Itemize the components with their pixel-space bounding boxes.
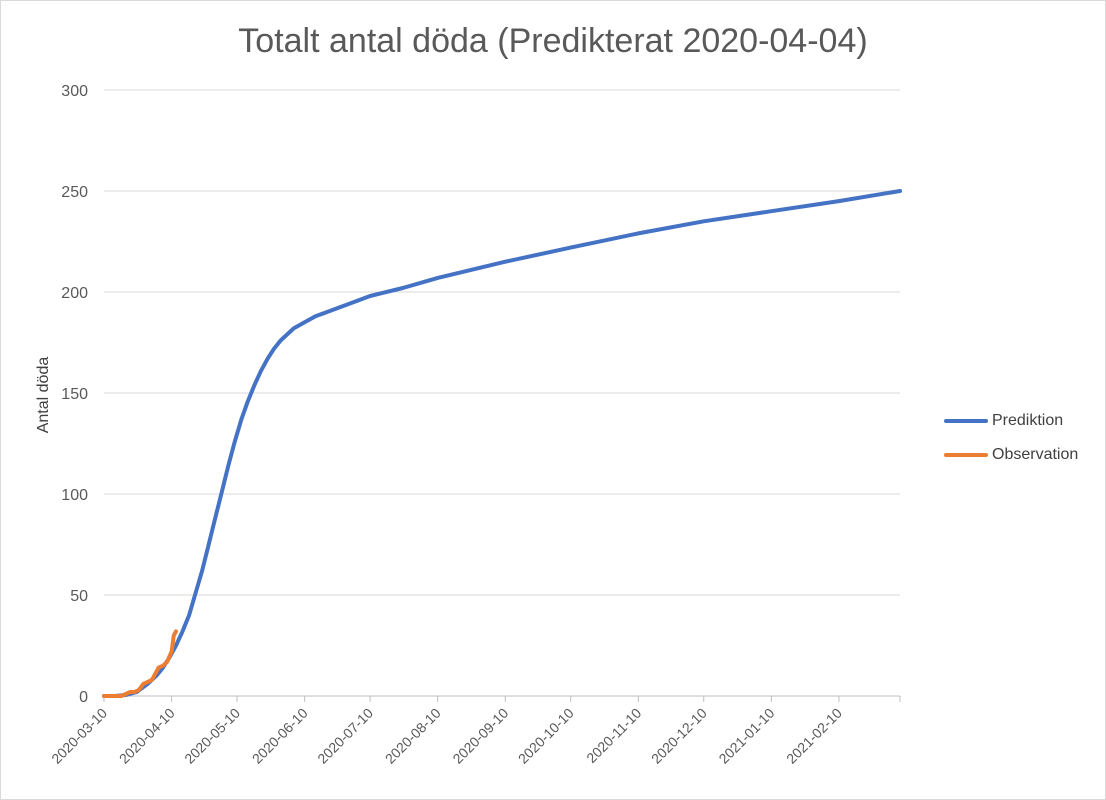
x-tick-label-8: 2020-11-10 — [583, 705, 644, 766]
x-tick-label-10: 2021-01-10 — [715, 705, 777, 767]
x-tick-label-4: 2020-07-10 — [314, 705, 376, 767]
legend: Prediktion Observation — [944, 404, 1078, 472]
y-tick-label-0: 0 — [79, 689, 88, 706]
x-tick-label-7: 2020-10-10 — [515, 705, 577, 767]
x-tick-label-5: 2020-08-10 — [382, 705, 444, 767]
y-tick-label-200: 200 — [61, 285, 88, 302]
y-tick-label-250: 250 — [61, 184, 88, 201]
x-tick-label-6: 2020-09-10 — [449, 705, 511, 767]
legend-item-observation: Observation — [944, 438, 1078, 472]
chart-title: Totalt antal döda (Predikterat 2020-04-0… — [238, 22, 868, 60]
x-tick-label-11: 2021-02-10 — [783, 705, 845, 767]
legend-line-observation — [944, 453, 988, 457]
series-line-prediktion — [102, 189, 902, 698]
x-tick-label-2: 2020-05-10 — [181, 705, 243, 767]
legend-item-prediktion: Prediktion — [944, 404, 1078, 438]
legend-label-prediktion: Prediktion — [992, 412, 1064, 429]
y-tick-label-100: 100 — [61, 487, 88, 504]
y-tick-label-300: 300 — [61, 83, 88, 100]
x-tick-label-0: 2020-03-10 — [48, 705, 110, 767]
x-tick-label-1: 2020-04-10 — [116, 705, 178, 767]
x-tick-label-3: 2020-06-10 — [249, 705, 311, 767]
x-tick-label-9: 2020-12-10 — [648, 705, 710, 767]
y-tick-label-50: 50 — [70, 588, 88, 605]
series-line-observation — [102, 629, 178, 698]
legend-label-observation: Observation — [992, 446, 1079, 463]
y-tick-label-150: 150 — [61, 386, 88, 403]
legend-line-prediktion — [944, 419, 988, 423]
